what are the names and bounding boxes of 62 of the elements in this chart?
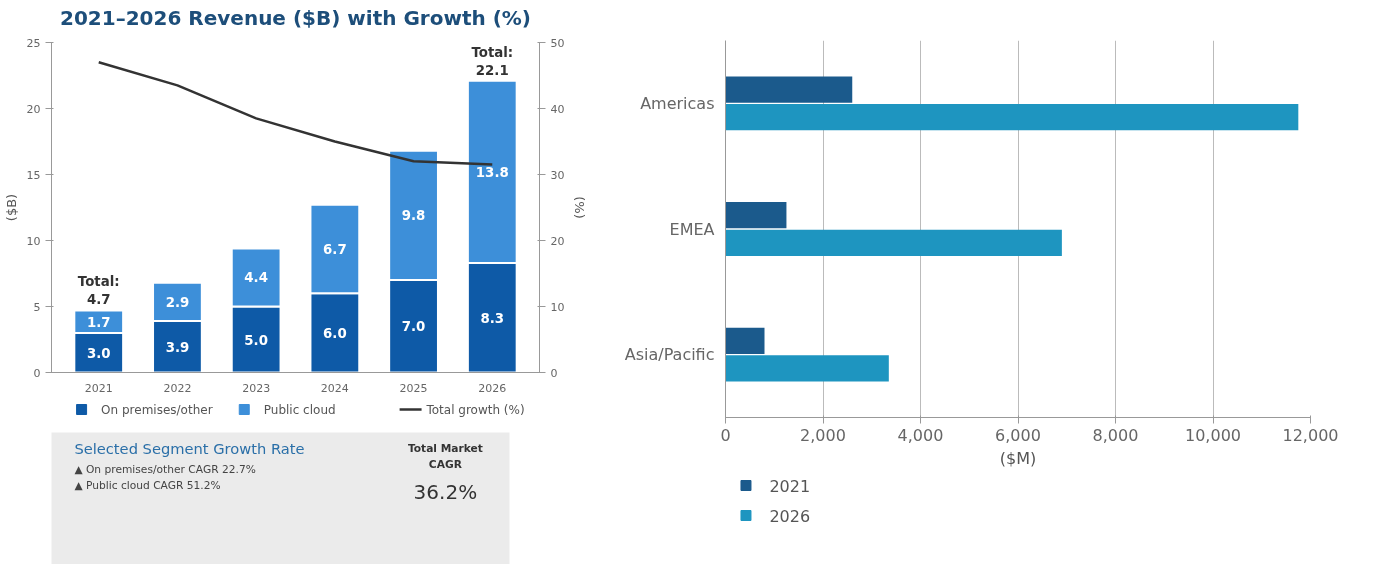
text: Total Market CAGR [407, 441, 483, 471]
x-tick-label: 2024 [320, 381, 349, 395]
x-tick-label: 2022 [163, 381, 192, 395]
bar [725, 229, 1062, 256]
data-label: 3.0 [86, 345, 111, 361]
y2-axis-title: (%) [572, 196, 588, 219]
bar [725, 355, 889, 382]
data-label: 7.0 [401, 319, 426, 335]
x-tick-label: 4,000 [897, 425, 944, 445]
bar [725, 327, 765, 354]
text: 36.2% [413, 479, 478, 504]
chart-title: 2021–2026 Revenue ($B) with Growth (%) [60, 5, 531, 30]
x-tick-label: 2026 [478, 381, 507, 395]
y2-tick-label: 40 [550, 102, 565, 116]
y-tick-label: 5 [33, 300, 41, 314]
y-tick-label: 25 [26, 36, 41, 50]
bar [725, 76, 853, 103]
x-tick-label: 12,000 [1282, 425, 1339, 445]
x-tick-label: 6,000 [995, 425, 1041, 445]
x-tick-label: 2021 [84, 381, 113, 395]
data-label: 2.9 [165, 294, 190, 310]
legend-label: 2021 [769, 476, 811, 496]
data-label: 5.0 [244, 332, 268, 348]
total-label: Total: 4.7 [77, 274, 120, 308]
x-tick-label: 2023 [242, 381, 271, 395]
legend-label: Total growth (%) [425, 402, 525, 417]
x-tick-label: 2025 [399, 381, 428, 395]
y-tick-label: EMEA [669, 219, 715, 239]
data-label: 8.3 [480, 310, 505, 326]
text: Selected Segment Growth Rate [74, 439, 305, 457]
y-tick-label: 10 [26, 234, 41, 248]
y-tick-label: 0 [33, 366, 41, 380]
x-tick-label: 2,000 [800, 425, 846, 445]
x-tick-label: 8,000 [1092, 425, 1139, 445]
total-label: Total: 22.1 [471, 44, 514, 78]
legend-label: 2026 [769, 506, 811, 526]
y2-tick-label: 10 [550, 300, 565, 314]
text: ▲ Public cloud CAGR 51.2% [74, 478, 221, 492]
bar [725, 104, 1299, 131]
y-tick-label: 15 [26, 168, 41, 182]
data-label: 4.4 [244, 270, 268, 286]
y-tick-label: Asia/Pacific [624, 345, 715, 365]
y-tick-label: Americas [640, 93, 715, 113]
data-label: 6.7 [323, 242, 347, 258]
x-tick-label: 0 [720, 425, 731, 445]
bar [725, 202, 787, 229]
x-axis-title: ($M) [999, 448, 1037, 468]
data-label: 13.8 [475, 164, 509, 180]
y2-tick-label: 20 [550, 234, 565, 248]
data-label: 9.8 [401, 208, 426, 224]
legend-label: Public cloud [263, 402, 336, 417]
y2-tick-label: 0 [550, 366, 558, 380]
data-label: 3.9 [165, 339, 190, 355]
y-tick-label: 20 [26, 102, 41, 116]
x-tick-label: 10,000 [1185, 425, 1241, 445]
data-label: 1.7 [86, 314, 111, 330]
y2-tick-label: 50 [550, 36, 565, 50]
y-axis-title: ($B) [3, 193, 19, 222]
y2-tick-label: 30 [550, 168, 565, 182]
legend-label: On premises/other [101, 402, 213, 417]
text: ▲ On premises/other CAGR 22.7% [74, 462, 256, 476]
data-label: 6.0 [323, 325, 347, 341]
